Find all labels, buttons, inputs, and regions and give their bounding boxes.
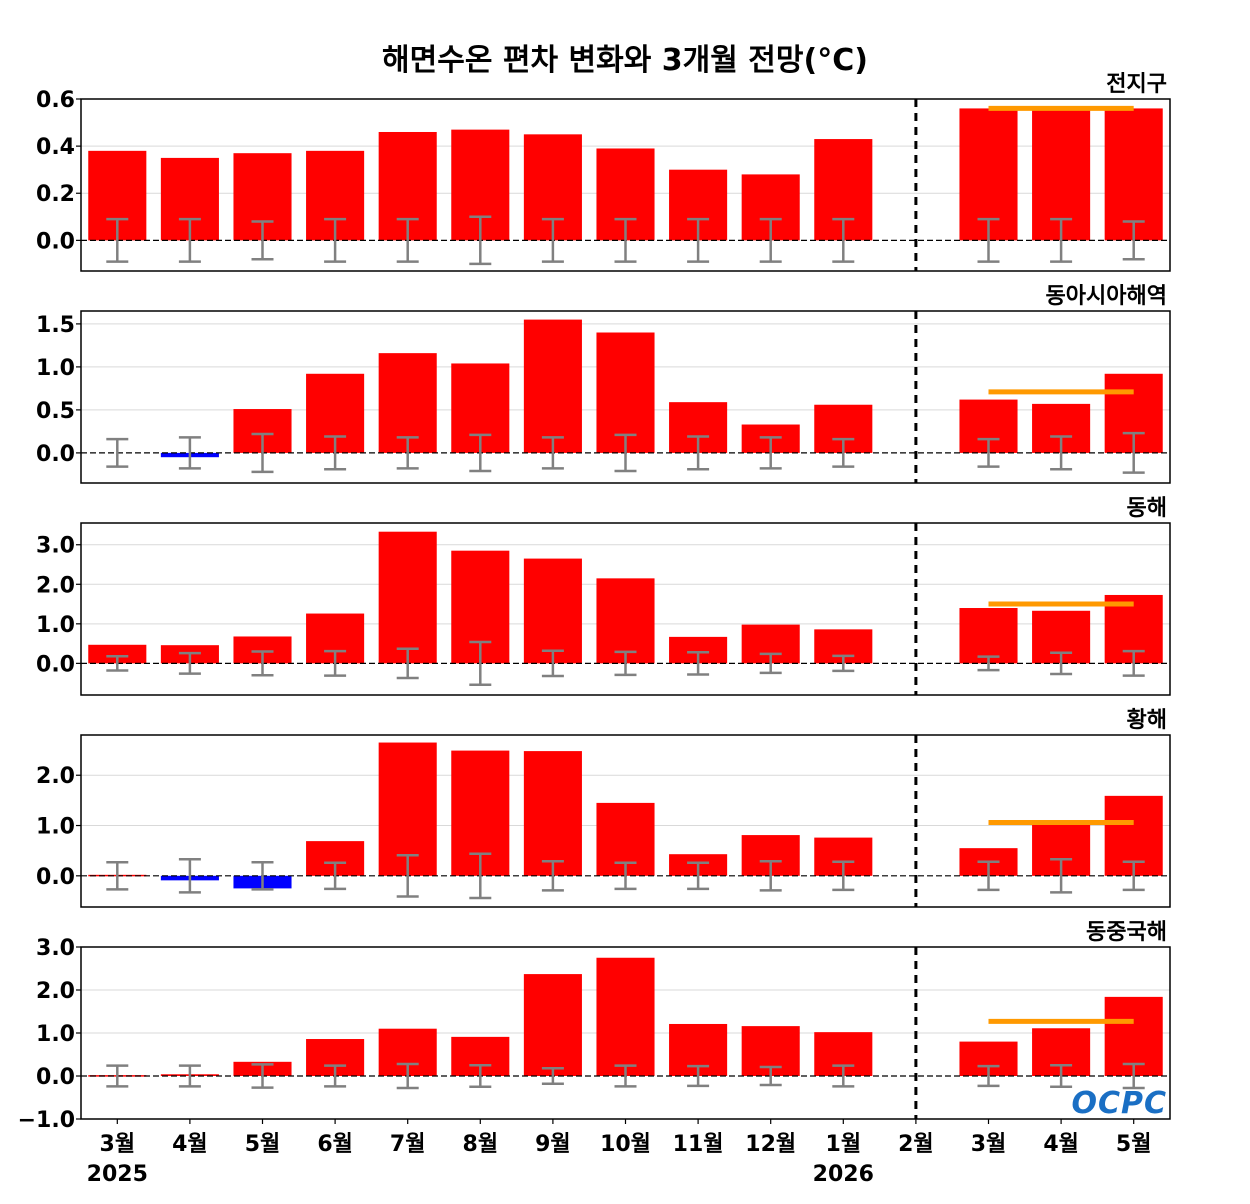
y-tick-label: −1.0 — [18, 1108, 75, 1133]
y-tick-label: 0.4 — [36, 135, 75, 160]
x-tick-label: 1월 — [826, 1132, 862, 1157]
x-tick-label: 7월 — [390, 1132, 426, 1157]
bar — [596, 957, 655, 1076]
y-tick-label: 2.0 — [36, 764, 75, 789]
panel-frame — [80, 310, 1171, 484]
x-tick-label: 2월 — [898, 1132, 934, 1157]
x-tick-label: 6월 — [317, 1132, 353, 1157]
x-axis: 3월 4월 5월 6월 7월 8월 9월 10월 11월 12월 1월 2월 3월 4월 5월 2025 202… — [87, 1119, 1152, 1187]
y-tick-label: 1.5 — [36, 313, 75, 338]
x-tick-label: 10월 — [600, 1132, 651, 1157]
x-tick-label: 4월 — [172, 1132, 208, 1157]
bar — [88, 644, 147, 664]
year-label: 2025 — [87, 1162, 148, 1187]
year-label: 2026 — [813, 1162, 874, 1187]
panel-frame — [80, 522, 1171, 696]
region-label: 동중국해 — [1086, 920, 1167, 945]
region-label: 동해 — [1127, 496, 1167, 521]
y-tick-label: 1.0 — [36, 815, 75, 840]
panel-1: 0.0 0.2 0.4 0.6 전지구 — [36, 72, 1171, 272]
x-tick-label: 3월 — [100, 1132, 136, 1157]
panel-frame — [80, 98, 1171, 272]
x-tick-label: 8월 — [463, 1132, 499, 1157]
y-tick-label: 3.0 — [36, 534, 75, 559]
y-tick-label: 0.2 — [36, 182, 75, 207]
region-label: 전지구 — [1106, 72, 1167, 97]
region-label: 황해 — [1127, 708, 1167, 733]
y-tick-label: 1.0 — [36, 613, 75, 638]
x-tick-label: 5월 — [245, 1132, 281, 1157]
y-tick-label: 0.0 — [36, 229, 75, 254]
panel-3: 0.0 1.0 2.0 3.0 동해 — [36, 496, 1171, 696]
chart-title: 해면수온 편차 변화와 3개월 전망(°C) — [382, 43, 868, 78]
chart-panels: 0.0 0.2 0.4 0.6 전지구 0.0 0.5 1.0 1.5 동아시아해역 0.0 1.0 2… — [18, 72, 1171, 1133]
panel-frame — [80, 734, 1171, 908]
y-tick-label: 0.5 — [36, 399, 75, 424]
x-tick-label: 11월 — [673, 1132, 724, 1157]
y-tick-label: 1.0 — [36, 1022, 75, 1047]
panel-5: −1.0 0.0 1.0 2.0 3.0 동중국해 — [18, 920, 1171, 1133]
region-label: 동아시아해역 — [1046, 284, 1167, 309]
x-tick-label: 9월 — [535, 1132, 571, 1157]
bar — [596, 332, 655, 453]
y-tick-label: 1.0 — [36, 356, 75, 381]
bar — [959, 608, 1018, 664]
bar — [523, 558, 582, 664]
ocpc-logo: OCPC — [1071, 1086, 1167, 1121]
y-tick-label: 2.0 — [36, 979, 75, 1004]
y-tick-label: 0.6 — [36, 88, 75, 113]
bar — [1104, 108, 1163, 241]
x-tick-label: 5월 — [1116, 1132, 1152, 1157]
bar — [378, 742, 437, 876]
y-tick-label: 0.0 — [36, 1065, 75, 1090]
panel-2: 0.0 0.5 1.0 1.5 동아시아해역 — [36, 284, 1171, 484]
bar — [596, 578, 655, 664]
y-tick-label: 0.0 — [36, 652, 75, 677]
bar — [523, 751, 582, 876]
y-tick-label: 0.0 — [36, 442, 75, 467]
x-tick-label: 12월 — [745, 1132, 796, 1157]
y-tick-label: 0.0 — [36, 865, 75, 890]
y-tick-label: 2.0 — [36, 573, 75, 598]
x-tick-label: 4월 — [1043, 1132, 1079, 1157]
bar — [523, 319, 582, 453]
x-tick-label: 3월 — [971, 1132, 1007, 1157]
panel-4: 0.0 1.0 2.0 황해 — [36, 708, 1171, 908]
bar — [378, 531, 437, 664]
bar — [523, 974, 582, 1076]
y-tick-label: 3.0 — [36, 936, 75, 961]
